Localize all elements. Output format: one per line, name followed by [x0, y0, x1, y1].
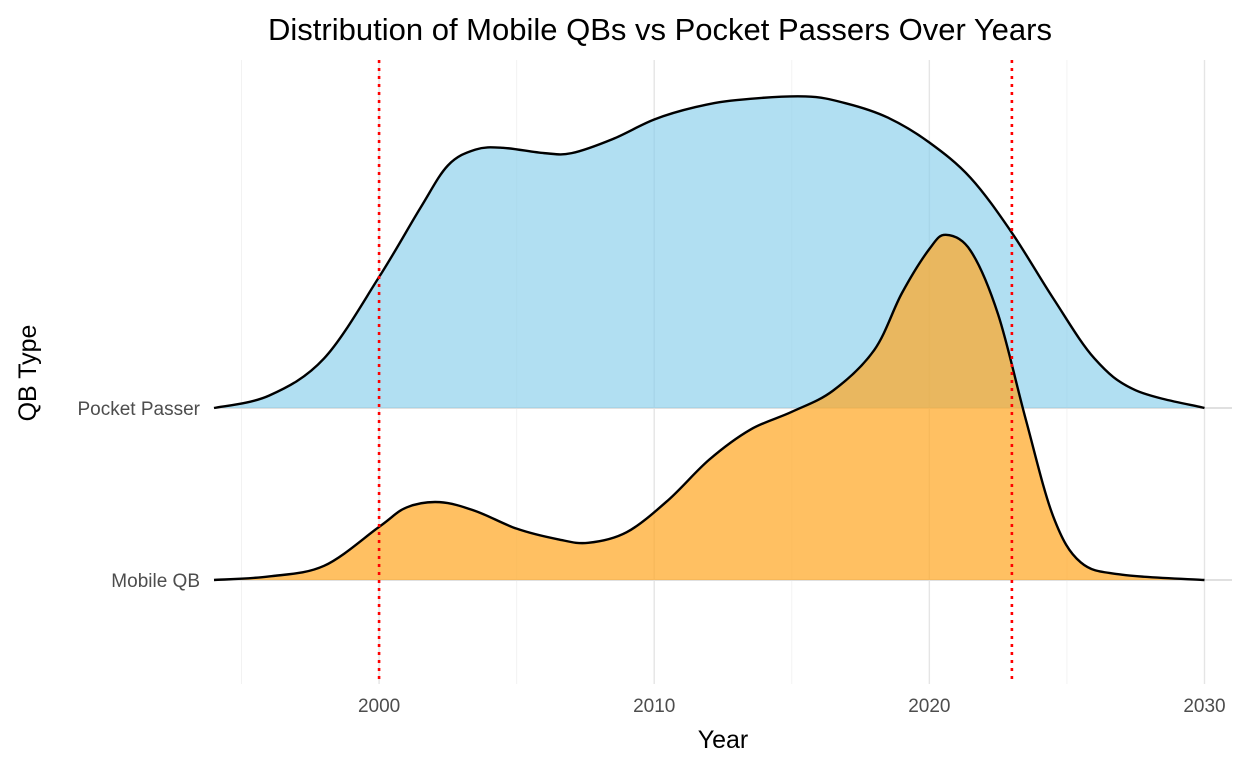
reference-lines — [377, 60, 1014, 684]
x-tick-labels: 2000 2010 2020 2030 — [358, 696, 1226, 717]
x-tick-label-2030: 2030 — [1183, 696, 1225, 717]
chart-title: Distribution of Mobile QBs vs Pocket Pas… — [268, 12, 1052, 47]
y-tick-label-mobile-qb: Mobile QB — [111, 571, 200, 592]
x-axis-title: Year — [698, 726, 749, 754]
ridge-fill-mobile-qb — [214, 234, 1205, 581]
density-ridges — [213, 95, 1205, 582]
x-tick-label-2000: 2000 — [358, 696, 400, 717]
y-axis-title: QB Type — [14, 325, 42, 422]
ridge-outline-pocket-passer — [213, 95, 1205, 410]
ridge-fill-pocket-passer — [214, 96, 1205, 408]
y-tick-label-pocket-passer: Pocket Passer — [78, 399, 201, 420]
y-tick-labels: Mobile QB Pocket Passer — [78, 399, 201, 592]
x-tick-label-2010: 2010 — [633, 696, 675, 717]
ridge-outline-mobile-qb — [213, 233, 1205, 582]
x-tick-label-2020: 2020 — [908, 696, 950, 717]
